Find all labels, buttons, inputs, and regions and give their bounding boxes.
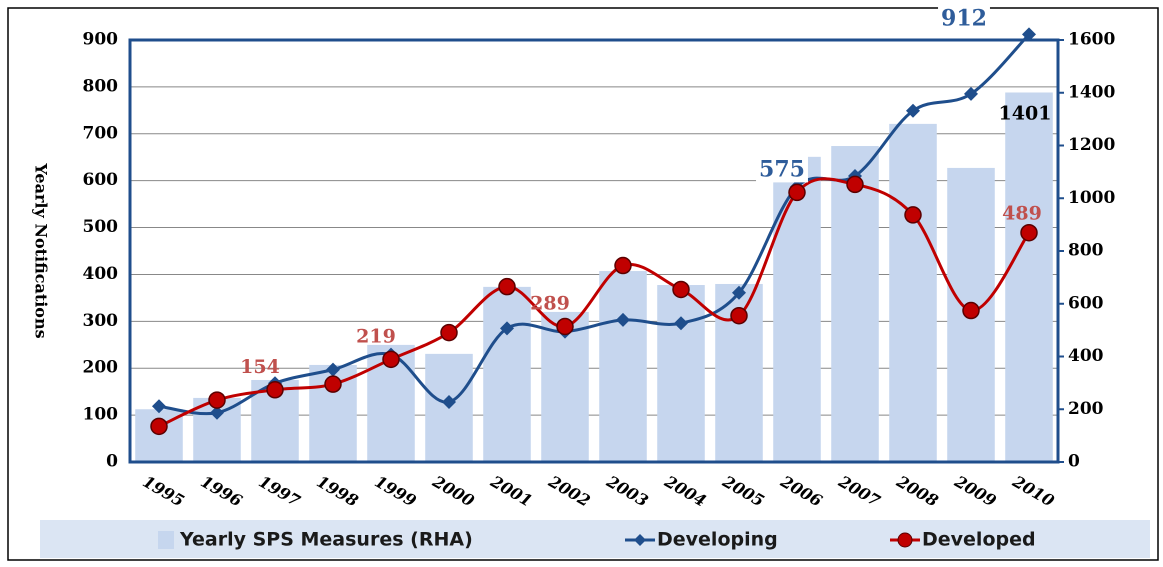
data-label: 575 xyxy=(759,156,805,182)
plot-frame xyxy=(128,38,1060,464)
marker xyxy=(442,394,456,409)
label-bg xyxy=(938,5,990,32)
bar xyxy=(831,146,879,462)
data-label: 219 xyxy=(356,325,396,347)
marker xyxy=(962,301,980,320)
marker xyxy=(266,381,284,399)
marker xyxy=(150,417,168,436)
marker xyxy=(614,256,632,275)
legend-label: Yearly SPS Measures (RHA) xyxy=(179,529,473,551)
marker xyxy=(152,399,166,414)
legend-label: Developed xyxy=(922,529,1036,551)
x-tick-label: 2003 xyxy=(603,471,652,510)
y-axis-title: Yearly Notifications xyxy=(32,162,51,338)
bar xyxy=(599,271,647,462)
marker xyxy=(672,280,690,299)
bar xyxy=(657,285,705,462)
marker xyxy=(1020,223,1038,242)
y-tick-label: 400 xyxy=(83,264,119,284)
bar xyxy=(889,123,937,462)
x-tick-label: 1998 xyxy=(313,472,361,511)
data-label: 489 xyxy=(1002,203,1042,225)
x-tick-label: 2007 xyxy=(835,471,884,510)
x-tick-label: 2008 xyxy=(893,471,942,510)
y2-tick-label: 800 xyxy=(1068,241,1104,261)
y2-tick-label: 1200 xyxy=(1068,135,1115,155)
marker xyxy=(326,362,340,377)
x-tick-label: 1997 xyxy=(255,472,303,511)
y-tick-label: 900 xyxy=(83,30,119,50)
marker xyxy=(964,86,978,101)
legend-swatch xyxy=(158,531,174,549)
legend-band xyxy=(40,520,1150,558)
marker xyxy=(730,306,748,325)
legend-label: Developing xyxy=(657,529,778,551)
marker xyxy=(382,350,400,369)
y-tick-label: 800 xyxy=(83,76,119,96)
x-tick-label: 2000 xyxy=(429,471,478,510)
x-tick-label: 2010 xyxy=(1009,471,1058,510)
y-tick-label: 700 xyxy=(83,123,119,143)
x-tick-label: 1999 xyxy=(371,472,419,511)
marker xyxy=(674,316,688,331)
y-tick-label: 600 xyxy=(83,170,119,190)
x-tick-label: 1995 xyxy=(139,472,187,511)
legend-marker xyxy=(897,532,913,548)
x-tick-label: 1996 xyxy=(197,472,245,511)
data-label: 289 xyxy=(530,292,570,314)
y-tick-label: 300 xyxy=(83,311,119,331)
x-tick-label: 2006 xyxy=(777,471,826,510)
y-tick-label: 500 xyxy=(83,217,119,237)
bar xyxy=(773,156,821,462)
marker xyxy=(732,285,746,300)
marker xyxy=(500,321,514,336)
x-tick-label: 2005 xyxy=(719,471,768,510)
data-label: 154 xyxy=(240,356,280,378)
y2-tick-label: 0 xyxy=(1068,452,1080,472)
x-tick-label: 2004 xyxy=(661,471,710,510)
marker xyxy=(556,317,574,336)
outer-frame xyxy=(7,7,1159,561)
marker xyxy=(498,277,516,296)
y2-tick-label: 1000 xyxy=(1068,188,1115,208)
data-label: 912 xyxy=(941,5,987,31)
marker xyxy=(1022,27,1036,42)
marker xyxy=(788,183,806,202)
y-tick-label: 0 xyxy=(106,452,118,472)
y-tick-label: 100 xyxy=(83,405,119,425)
y2-tick-label: 600 xyxy=(1068,293,1104,313)
x-tick-label: 2009 xyxy=(951,471,1000,510)
legend-marker xyxy=(634,534,646,546)
marker xyxy=(906,103,920,118)
y2-tick-label: 1400 xyxy=(1068,82,1115,102)
x-tick-label: 2002 xyxy=(545,471,594,510)
line xyxy=(158,33,1031,416)
y2-tick-label: 1600 xyxy=(1068,30,1115,50)
marker xyxy=(846,175,864,194)
y2-tick-label: 400 xyxy=(1068,346,1104,366)
marker xyxy=(616,312,630,327)
x-tick-label: 2001 xyxy=(487,471,536,510)
y-tick-label: 200 xyxy=(83,358,119,378)
data-label: 1401 xyxy=(999,102,1052,124)
bar xyxy=(1005,92,1053,462)
marker xyxy=(324,375,342,393)
marker xyxy=(904,206,922,224)
marker xyxy=(208,391,226,409)
marker xyxy=(440,323,458,342)
label-bg xyxy=(756,156,808,183)
bar xyxy=(483,286,531,462)
y2-tick-label: 200 xyxy=(1068,399,1104,419)
marker xyxy=(210,405,224,420)
